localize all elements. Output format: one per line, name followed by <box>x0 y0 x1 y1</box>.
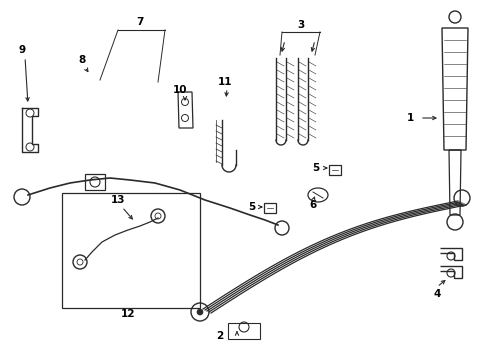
Text: 13: 13 <box>111 195 125 205</box>
Text: 12: 12 <box>121 309 135 319</box>
Text: 5: 5 <box>248 202 256 212</box>
Circle shape <box>197 309 203 315</box>
Text: 8: 8 <box>78 55 86 65</box>
Text: 3: 3 <box>297 20 305 30</box>
Bar <box>62 193 200 308</box>
Text: 7: 7 <box>136 17 144 27</box>
Text: 2: 2 <box>217 331 223 341</box>
Text: 6: 6 <box>309 200 317 210</box>
Text: 4: 4 <box>433 289 441 299</box>
Text: 11: 11 <box>218 77 232 87</box>
Text: 10: 10 <box>173 85 187 95</box>
Bar <box>228 323 260 339</box>
Text: 1: 1 <box>406 113 414 123</box>
Bar <box>85 174 105 190</box>
Text: 9: 9 <box>19 45 25 55</box>
Text: 5: 5 <box>313 163 319 173</box>
